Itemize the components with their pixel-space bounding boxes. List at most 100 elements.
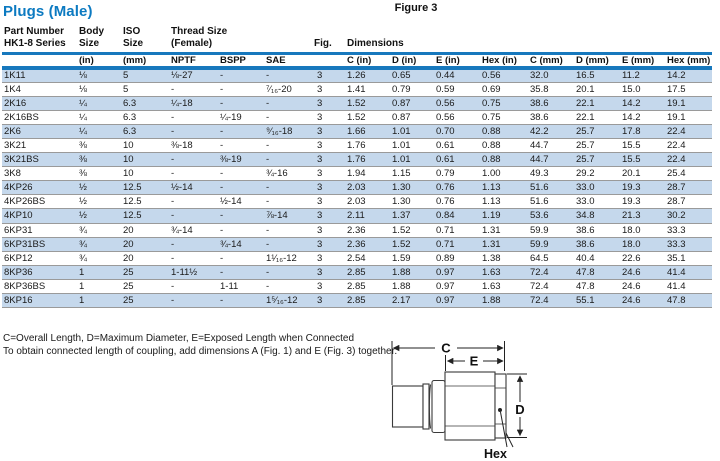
table-cell: 3: [312, 293, 346, 309]
col-header-dimensions: Dimensions: [345, 25, 713, 55]
table-cell: 41.4: [665, 265, 713, 280]
table-cell: 1.66: [345, 124, 391, 139]
table-cell: 44.7: [528, 138, 575, 154]
table-cell: 1.37: [390, 208, 435, 224]
table-cell: -: [169, 152, 218, 168]
table-cell: 25.7: [574, 152, 621, 168]
table-cell: 0.79: [390, 82, 435, 97]
sub-header-cell: Hex (mm): [665, 53, 713, 70]
table-cell: -: [264, 68, 313, 83]
table-cell: -: [169, 237, 218, 252]
table-row: 8KP36 1 25 1-11½ - -3 2.85 1.88 0.97 1.63 72.4 47.8…: [2, 265, 713, 280]
table-cell: ⅜-19: [218, 152, 264, 168]
table-cell: 2.03: [345, 194, 391, 210]
table-cell: 15.0: [620, 82, 666, 97]
table-cell: 0.88: [480, 152, 529, 168]
table-cell: 44.7: [528, 152, 575, 168]
table-cell: 6.3: [121, 110, 169, 125]
table-cell: -: [264, 223, 313, 238]
sub-header-row: (in) (mm) NPTF BSPP SAE C (in) D (in) E (in) Hex…: [2, 53, 713, 70]
table-cell: 2.03: [345, 180, 391, 196]
table-cell: -: [218, 265, 264, 280]
table-row: 2K16BS ¼ 6.3- ¼-19-3 1.52 0.87 0.56 0.75 38.6 22.…: [2, 110, 713, 125]
table-cell: 41.4: [665, 279, 713, 295]
table-cell: 2.17: [390, 293, 435, 309]
table-cell: 0.89: [434, 251, 481, 266]
table-cell: -: [218, 166, 264, 182]
table-row: 6KP31 ¾ 20 ¾-14- -3 2.36 1.52 0.71 1.31 59.9 38.6 1…: [2, 223, 713, 238]
footnote-line-2: To obtain connected length of coupling, …: [3, 345, 398, 357]
table-cell: 14.2: [620, 96, 666, 111]
table-cell: 3K21: [2, 138, 77, 154]
table-cell: 1.00: [480, 166, 529, 182]
table-cell: 8KP36BS: [2, 279, 77, 295]
table-cell: ⅛: [77, 82, 121, 97]
table-row: 6KP31BS ¾ 20- ¾-14-3 2.36 1.52 0.71 1.31 59.9 38.…: [2, 237, 713, 252]
table-cell: 1.01: [390, 138, 435, 154]
table-cell: 5: [121, 68, 169, 83]
table-cell: 22.4: [665, 124, 713, 139]
table-cell: 15.5: [620, 138, 666, 154]
table-cell: 0.61: [434, 152, 481, 168]
table-cell: -: [264, 279, 313, 295]
table-cell: 3: [312, 138, 346, 154]
table-cell: ½: [77, 208, 121, 224]
table-cell: 33.3: [665, 237, 713, 252]
table-cell: 3: [312, 124, 346, 139]
table-cell: 3: [312, 251, 346, 266]
table-cell: 18.0: [620, 223, 666, 238]
sub-header-cell: BSPP: [218, 53, 264, 70]
table-cell: 0.76: [434, 180, 481, 196]
table-cell: ⁹⁄₁₆-18: [264, 124, 313, 139]
table-cell: 6.3: [121, 124, 169, 139]
table-cell: 3: [312, 237, 346, 252]
table-cell: ⅜: [77, 166, 121, 182]
table-cell: 1K4: [2, 82, 77, 97]
table-cell: ⅛-27: [169, 68, 218, 83]
table-cell: 24.6: [620, 265, 666, 280]
col-header-fig: Fig.: [312, 25, 346, 55]
col-header-thread-size: Thread Size (Female): [169, 25, 313, 55]
plug-groove-lines: [428, 384, 432, 429]
table-cell: 22.1: [574, 110, 621, 125]
table-cell: 1-11½: [169, 265, 218, 280]
table-cell: 0.88: [480, 138, 529, 154]
table-cell: 0.70: [434, 124, 481, 139]
table-cell: 11.2: [620, 68, 666, 83]
plug-hex-nut: [494, 373, 507, 439]
table-cell: 1K11: [2, 68, 77, 83]
table-cell: 1: [77, 293, 121, 309]
table-cell: 4KP26BS: [2, 194, 77, 210]
table-cell: 1.15: [390, 166, 435, 182]
table-cell: 8KP16: [2, 293, 77, 309]
footnote-line-1: C=Overall Length, D=Maximum Diameter, E=…: [3, 333, 355, 344]
table-cell: 25.7: [574, 138, 621, 154]
table-cell: 2.54: [345, 251, 391, 266]
table-cell: 3: [312, 279, 346, 295]
table-cell: 1.01: [390, 124, 435, 139]
table-cell: 1.31: [480, 223, 529, 238]
table-cell: 12.5: [121, 208, 169, 224]
table-row: 8KP16 1 25- -1⁵⁄₁₆-12 3 2.85 2.17 0.97 1.88 72.4 5…: [2, 293, 713, 309]
table-cell: 22.1: [574, 96, 621, 111]
table-cell: -: [218, 223, 264, 238]
table-cell: 38.6: [528, 110, 575, 125]
table-cell: 0.56: [434, 96, 481, 111]
table-cell: ¾-14: [169, 223, 218, 238]
table-cell: 72.4: [528, 279, 575, 295]
table-cell: 1.76: [345, 152, 391, 168]
table-cell: ¾: [77, 223, 121, 238]
table-row: 4KP26BS ½ 12.5- ½-14-3 2.03 1.30 0.76 1.13 51.6 3…: [2, 194, 713, 210]
table-cell: 4KP26: [2, 180, 77, 196]
table-cell: 25.7: [574, 124, 621, 139]
table-cell: 0.69: [480, 82, 529, 97]
table-cell: 0.59: [434, 82, 481, 97]
table-cell: 49.3: [528, 166, 575, 182]
table-cell: 0.76: [434, 194, 481, 210]
sub-header-cell: (mm): [121, 53, 169, 70]
table-row: 2K6 ¼ 6.3- - ⁹⁄₁₆-18 3 1.66 1.01 0.70 0.88 42.2 25.…: [2, 124, 713, 139]
table-cell: 6KP12: [2, 251, 77, 266]
table-cell: 0.56: [480, 68, 529, 83]
sub-header-cell: E (mm): [620, 53, 666, 70]
sub-header-cell: SAE: [264, 53, 313, 70]
